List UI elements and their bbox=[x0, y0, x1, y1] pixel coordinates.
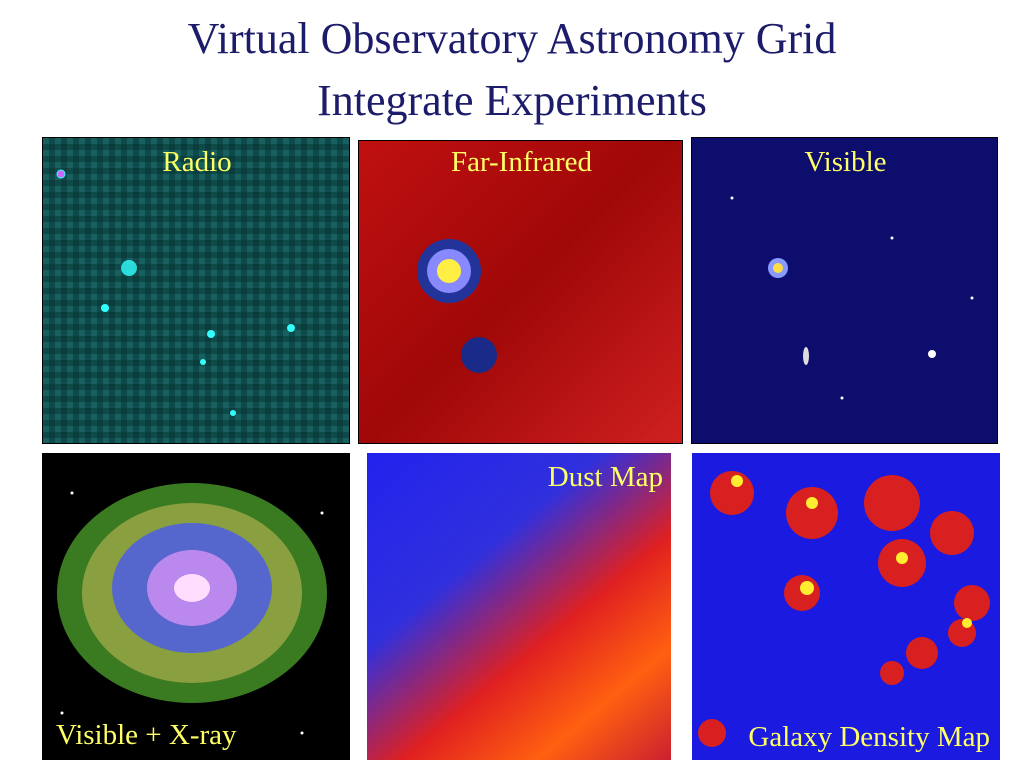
visible-panel: Visible bbox=[691, 137, 998, 444]
galaxy-density-image bbox=[698, 471, 990, 747]
far-infrared-image bbox=[417, 239, 497, 373]
visible-image bbox=[730, 196, 974, 400]
panel-label: Far-Infrared bbox=[450, 146, 593, 178]
panel-label: Visible + X-ray bbox=[56, 719, 237, 751]
panel-label: Galaxy Density Map bbox=[748, 721, 990, 753]
galaxy-density-panel: Galaxy Density Map bbox=[692, 453, 1000, 760]
visible-xray-panel: Visible + X-ray bbox=[42, 453, 350, 760]
radio-image bbox=[43, 138, 349, 443]
panel-label: Dust Map bbox=[547, 461, 663, 493]
title-line: Integrate Experiments bbox=[317, 76, 707, 125]
radio-panel: Radio bbox=[42, 137, 350, 444]
visible-xray-image bbox=[57, 483, 327, 735]
panel-label: Visible bbox=[804, 146, 887, 178]
title-line: Virtual Observatory Astronomy Grid bbox=[187, 14, 837, 63]
dust-map-panel: Dust Map bbox=[367, 453, 671, 760]
panel-label: Radio bbox=[162, 146, 232, 178]
far-infrared-panel: Far-Infrared bbox=[358, 140, 683, 444]
